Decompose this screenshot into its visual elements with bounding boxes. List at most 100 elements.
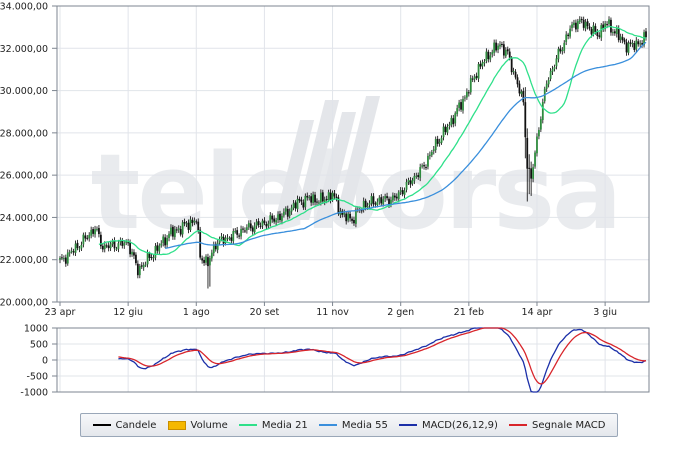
candle-body [113, 240, 116, 249]
candle-body [96, 228, 98, 230]
chart-legend: Candele Volume Media 21 Media 55 MACD(26… [80, 413, 618, 437]
legend-swatch-candele [92, 424, 111, 426]
candle-body [489, 55, 492, 60]
candle-body [214, 243, 217, 250]
candle-body [526, 137, 529, 169]
legend-label-candele: Candele [115, 419, 157, 431]
candle-body [121, 240, 124, 246]
candle-body [195, 221, 198, 223]
candle-body [444, 126, 447, 132]
candle-body [460, 102, 462, 110]
candle-body [333, 193, 336, 197]
candle-body [281, 215, 283, 221]
candle-body [115, 248, 118, 250]
candle-body [216, 242, 219, 250]
candle-body [101, 245, 104, 250]
candle-body [136, 263, 139, 276]
candle-body [409, 180, 412, 185]
candle-body [547, 79, 550, 85]
candle-body [388, 198, 390, 205]
candle-body [430, 152, 433, 156]
candle-body [236, 230, 239, 235]
candle-body [94, 229, 96, 235]
candle-body [152, 257, 155, 259]
candle-body [565, 34, 568, 43]
legend-item-segnale-macd[interactable]: Segnale MACD [509, 420, 605, 431]
candle-body [261, 220, 264, 226]
candle-body [68, 251, 71, 254]
candle-body [284, 208, 287, 212]
candle-body [59, 258, 61, 260]
candle-body [279, 213, 281, 221]
candle-body [576, 21, 579, 29]
legend-item-media-55[interactable]: Media 55 [318, 420, 388, 431]
candle-body [454, 113, 457, 124]
candle-body [493, 42, 496, 53]
legend-swatch-media-21 [238, 424, 257, 426]
candle-body [288, 211, 291, 216]
candle-body [318, 202, 320, 204]
candle-body [641, 43, 644, 45]
candle-body [485, 51, 488, 62]
candle-body [319, 192, 322, 203]
candle-body [518, 83, 521, 94]
date-tick-label: 14 apr [522, 307, 553, 318]
candle-body [247, 222, 250, 228]
candle-body [351, 218, 353, 221]
price-grid [57, 5, 649, 303]
candle-body [129, 241, 131, 255]
price-tick-label: 30.000,00 [0, 86, 48, 97]
candle-body [164, 237, 167, 246]
candle-body [362, 200, 365, 210]
candle-body [427, 155, 429, 167]
candle-body [148, 253, 151, 258]
legend-item-macd[interactable]: MACD(26,12,9) [398, 420, 498, 431]
candle-body [598, 35, 601, 37]
candle-body [329, 192, 332, 201]
candle-body [553, 67, 556, 70]
candle-body [569, 28, 571, 37]
legend-item-volume[interactable]: Volume [167, 420, 228, 431]
candle-body [425, 167, 427, 169]
date-tick-label: 20 set [250, 307, 280, 318]
candle-body [403, 190, 406, 195]
candle-body [146, 252, 149, 265]
segnale-macd-line [118, 327, 646, 385]
candle-body [170, 227, 172, 235]
candle-body [84, 235, 87, 239]
candle-body [76, 242, 79, 249]
candle-body [253, 225, 256, 233]
candle-body [205, 256, 207, 263]
candle-body [298, 198, 301, 201]
candle-body [393, 195, 396, 198]
candle-body [497, 45, 499, 50]
candle-body [234, 230, 237, 232]
candle-body [390, 199, 392, 205]
candle-body [269, 215, 272, 224]
candle-body [386, 196, 388, 199]
candle-body [623, 39, 626, 42]
candle-body [66, 252, 69, 264]
legend-item-candele[interactable]: Candele [92, 419, 157, 431]
candle-body [150, 257, 153, 259]
candle-body [629, 42, 632, 44]
candle-body [364, 200, 367, 208]
candle-body [481, 62, 484, 67]
candle-body [524, 102, 527, 138]
candle-body [275, 220, 277, 223]
candle-body [473, 76, 476, 80]
candle-body [355, 209, 357, 224]
price-panel-frame [56, 5, 650, 303]
candle-body [563, 42, 566, 51]
legend-label-segnale-macd: Segnale MACD [532, 419, 606, 431]
candle-body [92, 229, 94, 234]
candle-body [419, 167, 422, 178]
candle-body [210, 252, 213, 259]
legend-item-media-21[interactable]: Media 21 [238, 420, 308, 431]
macd-grid [57, 327, 649, 393]
candle-body [245, 227, 248, 231]
candle-body [584, 22, 587, 29]
candle-body [501, 43, 503, 45]
candle-body [487, 51, 490, 60]
